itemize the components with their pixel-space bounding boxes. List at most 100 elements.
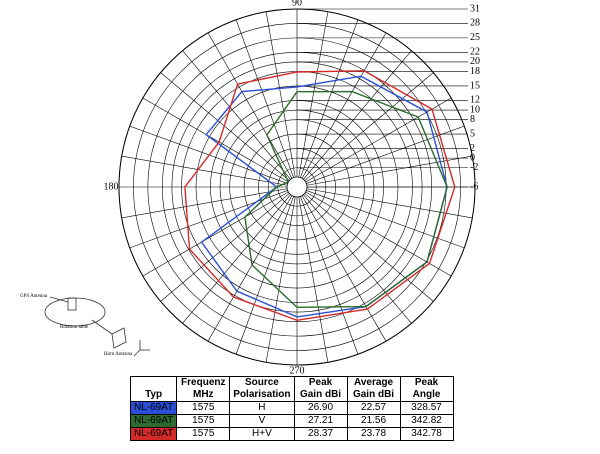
r-tick-label: -6 <box>470 181 478 192</box>
spoke <box>300 19 359 178</box>
r-tick-label: 31 <box>470 3 480 14</box>
spoke <box>207 195 293 342</box>
r-tick-label: 12 <box>470 95 480 106</box>
spoke <box>129 190 288 249</box>
setup-diagram <box>44 296 150 357</box>
table-cell: 23.78 <box>346 427 401 441</box>
r-tick-label: 10 <box>470 104 480 115</box>
r-tick-label: 0 <box>470 152 475 163</box>
series-line <box>184 70 456 322</box>
r-tick-label: 8 <box>470 114 475 125</box>
table-cell: NL-69AT <box>129 414 178 428</box>
table-cell: 1575 <box>176 427 231 441</box>
spoke <box>160 193 290 302</box>
spoke <box>182 194 291 324</box>
r-tick-label: 18 <box>470 66 480 77</box>
table-cell: 27.21 <box>293 414 348 428</box>
r-tick-label: 15 <box>470 80 480 91</box>
spoke <box>235 19 294 178</box>
table-cell: 26.90 <box>293 401 348 415</box>
header-text: Frequenz <box>181 377 226 388</box>
table-cell: H <box>229 401 295 415</box>
center-ring <box>286 176 308 198</box>
r-tick-label: 2 <box>470 143 475 154</box>
r-tick-label: 20 <box>470 56 480 67</box>
header-text: Source <box>244 377 279 388</box>
theta-label: 90 <box>292 0 302 8</box>
spoke <box>142 97 289 183</box>
spoke <box>304 193 434 302</box>
table-cell: V <box>229 414 295 428</box>
table-row: NL-69AT 1575 H 26.90 22.57 328.57 <box>129 401 454 415</box>
header-text: Gain dBi <box>299 389 342 400</box>
header-text: MHz <box>193 389 214 400</box>
r-tick-label: 28 <box>470 18 480 29</box>
header-cell: Average Gain dBi <box>346 376 401 402</box>
spoke <box>235 196 294 355</box>
result-table: Typ Frequenz MHz Source Polarisation Peak Gain… <box>129 376 454 441</box>
spoke <box>121 155 288 186</box>
table-cell: 328.57 <box>399 401 454 415</box>
spoke <box>306 190 465 249</box>
spoke <box>121 188 288 219</box>
theta-label: 270 <box>290 365 305 374</box>
table-cell: 342.82 <box>399 414 454 428</box>
spoke <box>301 195 387 342</box>
theta-label: 270 <box>290 365 305 374</box>
spoke <box>306 125 465 184</box>
header-cell: Frequenz MHz <box>176 376 231 402</box>
chart: GPS Antenna Rotation table Horn Antenna … <box>20 0 480 376</box>
table-cell: 28.37 <box>293 427 348 441</box>
spoke <box>265 196 296 363</box>
table-cell: NL-69AT <box>129 401 178 415</box>
header-text: Angle <box>412 389 441 400</box>
r-tick-label: 5 <box>470 128 475 139</box>
header-text: Peak <box>308 377 333 388</box>
theta-label: 180 <box>104 181 119 192</box>
spoke <box>303 194 412 324</box>
header-text: Typ <box>145 389 163 400</box>
table-row: NL-69AT 1575 V 27.21 21.56 342.82 <box>129 414 454 428</box>
table-cell: 1575 <box>176 401 231 415</box>
header-text: Average <box>353 377 394 388</box>
header-text: Gain dBi <box>352 389 395 400</box>
r-tick-label: 25 <box>470 32 480 43</box>
spoke <box>304 72 434 181</box>
spoke <box>300 196 359 355</box>
spoke <box>306 188 473 219</box>
table-cell: H+V <box>229 427 295 441</box>
series-line <box>244 90 448 309</box>
theta-label: 180 <box>104 181 119 192</box>
spoke <box>142 191 289 277</box>
header-cell: Source Polarisation <box>229 376 295 402</box>
table-cell: 342.78 <box>399 427 454 441</box>
header-text: Peak <box>414 377 439 388</box>
header-cell: Peak Gain dBi <box>293 376 348 402</box>
setup-label: Rotation table <box>60 325 89 330</box>
table-cell: 1575 <box>176 414 231 428</box>
header-cell: Typ <box>129 376 178 402</box>
table-cell: NL-69AT <box>129 427 178 441</box>
spoke <box>305 97 452 183</box>
table-cell: 21.56 <box>346 414 401 428</box>
header-text: Polarisation <box>233 389 291 400</box>
spoke <box>182 50 291 180</box>
header-row: Typ Frequenz MHz Source Polarisation Peak Gain… <box>129 376 454 402</box>
spoke <box>160 72 290 181</box>
table-row: NL-69AT 1575 H+V 28.37 23.78 342.78 <box>129 427 454 441</box>
r-tick-label: 22 <box>470 47 480 58</box>
r-tick-label: -2 <box>470 162 478 173</box>
spoke <box>207 32 293 179</box>
theta-label: 90 <box>292 0 302 8</box>
spoke <box>265 11 296 178</box>
table-cell: 22.57 <box>346 401 401 415</box>
header-cell: Peak Angle <box>399 376 454 402</box>
spoke <box>306 155 473 186</box>
spoke <box>298 196 329 363</box>
spoke <box>301 32 387 179</box>
setup-label: Horn Antenna <box>104 352 133 357</box>
spoke <box>298 11 329 178</box>
spoke <box>303 50 412 180</box>
setup-label: GPS Antenna <box>20 294 48 299</box>
